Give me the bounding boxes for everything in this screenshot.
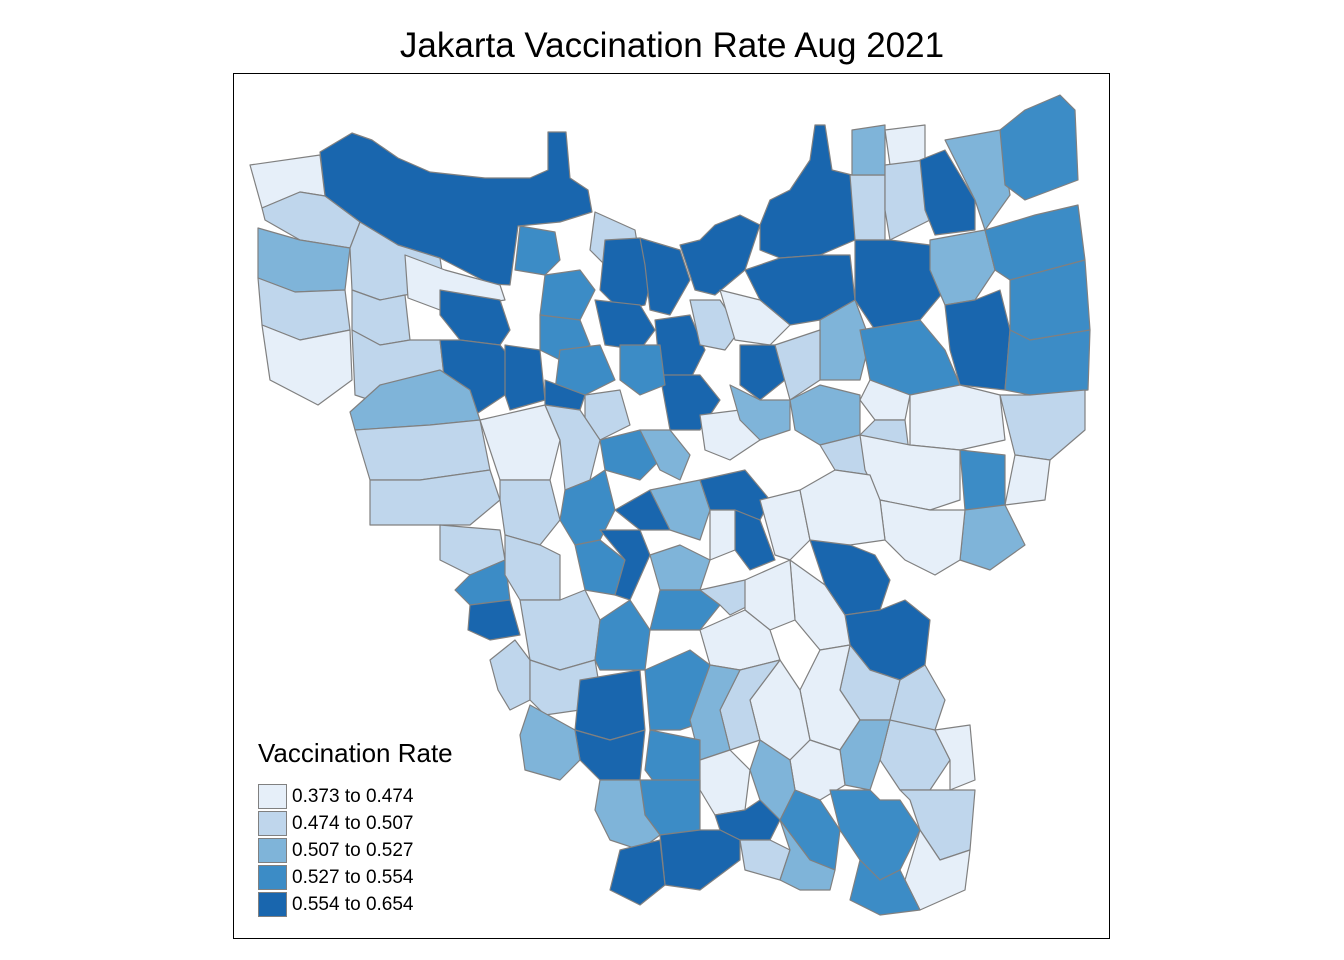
district-region bbox=[699, 749, 751, 816]
district-region bbox=[649, 479, 711, 541]
district-region bbox=[554, 344, 616, 396]
legend-swatch bbox=[258, 892, 287, 917]
district-region bbox=[519, 589, 601, 671]
district-region bbox=[909, 384, 1006, 451]
district-region bbox=[649, 544, 711, 591]
district-region bbox=[789, 384, 861, 446]
legend-label: 0.554 to 0.654 bbox=[292, 893, 414, 915]
district-region bbox=[934, 724, 976, 791]
district-region bbox=[584, 389, 631, 441]
map-frame bbox=[233, 73, 1110, 939]
legend-swatch bbox=[258, 811, 287, 836]
district-region bbox=[619, 344, 666, 396]
district-region bbox=[719, 289, 791, 346]
district-region bbox=[599, 429, 661, 481]
district-region bbox=[639, 429, 691, 481]
legend-swatch bbox=[258, 838, 287, 863]
map-title: Jakarta Vaccination Rate Aug 2021 bbox=[399, 26, 945, 65]
legend-item: 0.373 to 0.474 bbox=[258, 783, 453, 810]
district-region bbox=[744, 559, 796, 631]
district-region bbox=[774, 329, 821, 401]
legend-swatch bbox=[258, 865, 287, 890]
district-region bbox=[261, 324, 353, 406]
district-region bbox=[609, 839, 666, 906]
district-region bbox=[944, 129, 1011, 231]
district-region bbox=[799, 469, 886, 546]
district-region bbox=[959, 504, 1026, 571]
legend-item: 0.474 to 0.507 bbox=[258, 810, 453, 837]
district-region bbox=[499, 479, 561, 546]
district-region bbox=[504, 534, 561, 601]
district-region bbox=[594, 299, 656, 351]
district-region bbox=[729, 384, 791, 441]
district-region bbox=[999, 94, 1079, 201]
legend-item: 0.554 to 0.654 bbox=[258, 891, 453, 918]
district-region bbox=[594, 599, 651, 671]
legend-label: 0.474 to 0.507 bbox=[292, 812, 414, 834]
district-region bbox=[639, 237, 691, 316]
legend-swatch bbox=[258, 784, 287, 809]
district-region bbox=[929, 229, 996, 306]
legend-label: 0.507 to 0.527 bbox=[292, 839, 414, 861]
district-region bbox=[959, 449, 1006, 511]
district-region bbox=[659, 829, 741, 891]
legend-label: 0.527 to 0.554 bbox=[292, 866, 414, 888]
district-region bbox=[884, 159, 931, 241]
district-region bbox=[679, 214, 761, 296]
district-region bbox=[709, 509, 736, 561]
district-region bbox=[649, 589, 721, 631]
district-region bbox=[851, 124, 886, 176]
legend-title: Vaccination Rate bbox=[258, 738, 453, 768]
district-region bbox=[849, 859, 921, 916]
district-region bbox=[489, 639, 531, 711]
district-region bbox=[759, 489, 811, 561]
district-region bbox=[854, 239, 946, 331]
district-region bbox=[519, 704, 581, 781]
district-region bbox=[479, 404, 561, 481]
legend-label: 0.373 to 0.474 bbox=[292, 785, 414, 807]
district-region bbox=[779, 819, 836, 891]
district-region bbox=[539, 269, 596, 321]
legend-item: 0.527 to 0.554 bbox=[258, 864, 453, 891]
district-region bbox=[879, 499, 966, 576]
district-region bbox=[1004, 329, 1091, 396]
district-region bbox=[504, 344, 546, 411]
district-region bbox=[999, 389, 1086, 461]
district-region bbox=[467, 599, 521, 641]
district-region bbox=[739, 344, 786, 401]
map-legend: Vaccination Rate 0.373 to 0.474 0.474 to… bbox=[258, 738, 453, 918]
district-region bbox=[1004, 454, 1051, 506]
district-region bbox=[759, 124, 856, 259]
district-region bbox=[354, 419, 491, 481]
legend-item: 0.507 to 0.527 bbox=[258, 837, 453, 864]
district-region bbox=[514, 225, 561, 276]
district-region bbox=[884, 124, 926, 166]
district-region bbox=[829, 789, 921, 881]
district-region bbox=[849, 174, 886, 241]
district-region bbox=[574, 669, 646, 741]
district-region bbox=[919, 149, 976, 236]
district-region bbox=[559, 469, 616, 546]
